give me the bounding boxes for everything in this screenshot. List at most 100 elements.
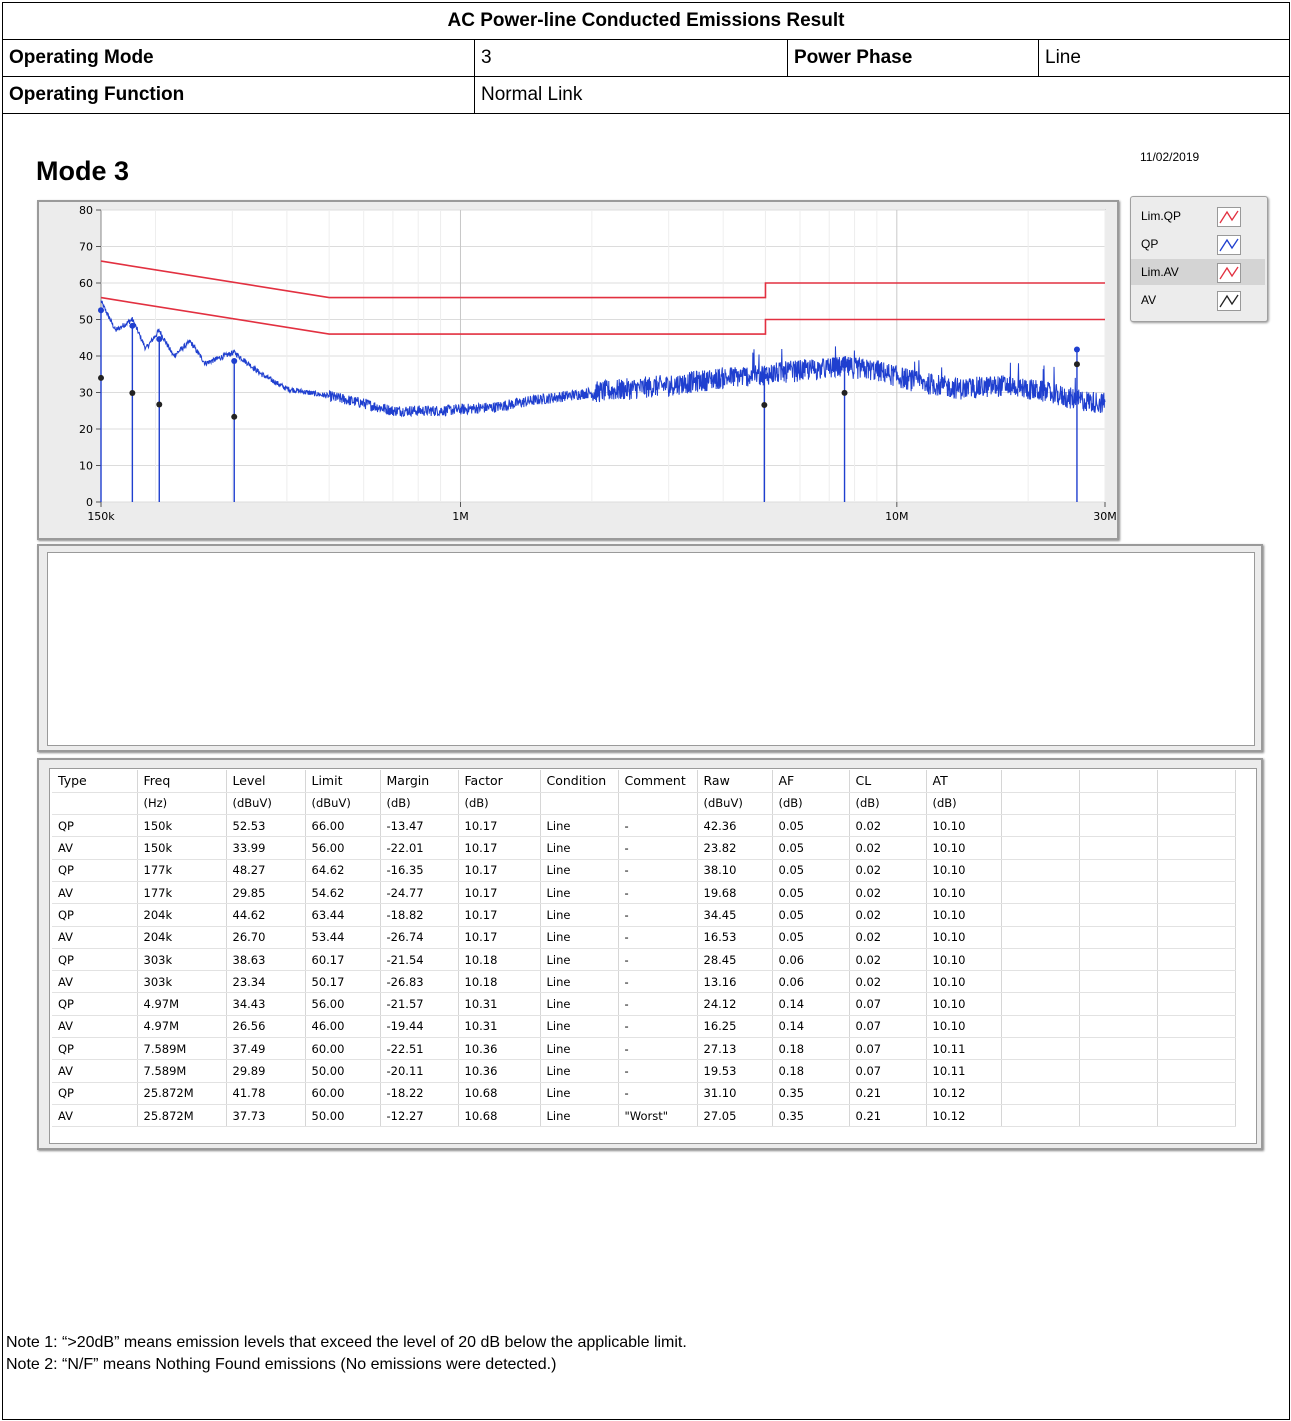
table-cell: 50.00 xyxy=(305,1104,381,1128)
table-cell: 10.17 xyxy=(458,903,541,927)
table-row[interactable]: AV 25.872M 37.73 50.00 -12.27 10.68 Line "Worst… xyxy=(52,1104,1236,1128)
table-cell: 0.06 xyxy=(772,948,850,972)
table-cell: 10.10 xyxy=(926,836,1002,860)
notes: Note 1: “>20dB” means emission levels th… xyxy=(6,1332,687,1376)
table-row[interactable]: QP 303k 38.63 60.17 -21.54 10.18 Line -28.45 0.0… xyxy=(52,948,1236,972)
table-cell: 0.14 xyxy=(772,1015,850,1039)
table-cell: (dBuV) xyxy=(226,792,306,816)
table-cell: 10.68 xyxy=(458,1082,541,1105)
table-row[interactable]: QP 25.872M 41.78 60.00 -18.22 10.68 Line -31.10… xyxy=(52,1082,1236,1105)
table-cell: - xyxy=(618,881,698,905)
table-cell xyxy=(1079,859,1158,882)
y-tick-label: 20 xyxy=(79,423,93,436)
legend-label: QP xyxy=(1141,237,1159,251)
table-cell: 34.45 xyxy=(697,903,773,927)
table-cell: -26.83 xyxy=(380,970,459,994)
table-cell: 10.10 xyxy=(926,814,1002,838)
table-cell: 204k xyxy=(137,926,227,949)
table-cell: 177k xyxy=(137,859,227,882)
table-cell: 63.44 xyxy=(305,903,381,927)
table-cell: 16.53 xyxy=(697,926,773,949)
table-cell: 25.872M xyxy=(137,1104,227,1128)
table-row[interactable]: QP 177k 48.27 64.62 -16.35 10.17 Line -38.10 0.0… xyxy=(52,859,1236,882)
table-cell: 53.44 xyxy=(305,926,381,949)
table-cell xyxy=(1001,836,1080,860)
table-cell xyxy=(1157,1059,1236,1083)
table-cell xyxy=(1001,770,1080,793)
table-cell: 0.35 xyxy=(772,1082,850,1105)
table-cell: -22.51 xyxy=(380,1037,459,1061)
legend-item[interactable]: AV xyxy=(1131,287,1265,313)
legend-item[interactable]: Lim.AV xyxy=(1131,259,1265,285)
table-cell: 0.21 xyxy=(849,1104,927,1128)
table-cell: - xyxy=(618,970,698,994)
table-cell: 0.07 xyxy=(849,992,927,1016)
chart-legend: Lim.QP QP Lim.AV AV xyxy=(1130,196,1268,322)
table-cell: AV xyxy=(52,1104,138,1128)
table-cell: QP xyxy=(52,948,138,972)
table-row[interactable]: QP 7.589M 37.49 60.00 -22.51 10.36 Line -27.13 0… xyxy=(52,1037,1236,1061)
table-cell: 0.02 xyxy=(849,948,927,972)
table-cell: -13.47 xyxy=(380,814,459,838)
table-cell: 52.53 xyxy=(226,814,306,838)
table-units-row[interactable]: (Hz) (dBuV) (dBuV) (dB) (dB) (dBuV) (dB) (dB) (d… xyxy=(52,792,1236,816)
message-panel xyxy=(37,544,1263,752)
av-marker xyxy=(841,389,848,396)
operating-mode-label: Operating Mode xyxy=(2,39,475,77)
table-cell: 0.02 xyxy=(849,926,927,949)
table-cell xyxy=(1001,1104,1080,1128)
graph-date: 11/02/2019 xyxy=(1140,150,1200,164)
table-cell: 0.07 xyxy=(849,1037,927,1061)
table-cell: 303k xyxy=(137,948,227,972)
table-row[interactable]: AV 303k 23.34 50.17 -26.83 10.18 Line -13.16 0.0… xyxy=(52,970,1236,994)
table-cell: 37.73 xyxy=(226,1104,306,1128)
table-cell: -19.44 xyxy=(380,1015,459,1039)
table-cell: 25.872M xyxy=(137,1082,227,1105)
table-cell: 31.10 xyxy=(697,1082,773,1105)
table-cell: 0.18 xyxy=(772,1059,850,1083)
table-row[interactable]: AV 4.97M 26.56 46.00 -19.44 10.31 Line -16.25 0.… xyxy=(52,1015,1236,1039)
limit-av-line xyxy=(100,296,1105,335)
table-cell xyxy=(1001,881,1080,905)
legend-line-icon xyxy=(1217,235,1241,255)
table-cell: 60.17 xyxy=(305,948,381,972)
y-tick-label: 70 xyxy=(79,241,93,254)
table-cell: AV xyxy=(52,926,138,949)
table-header-row[interactable]: Type Freq Level Limit Margin Factor Condition C… xyxy=(52,770,1236,793)
table-cell: -21.54 xyxy=(380,948,459,972)
table-cell xyxy=(1001,903,1080,927)
table-row[interactable]: AV 7.589M 29.89 50.00 -20.11 10.36 Line -19.53 0… xyxy=(52,1059,1236,1083)
table-cell: 10.36 xyxy=(458,1059,541,1083)
av-marker xyxy=(129,390,136,397)
table-cell xyxy=(1079,770,1158,793)
table-cell: 150k xyxy=(137,836,227,860)
table-cell xyxy=(1079,1037,1158,1061)
table-row[interactable]: AV 177k 29.85 54.62 -24.77 10.17 Line -19.68 0.0… xyxy=(52,881,1236,905)
table-cell: Line xyxy=(540,836,619,860)
legend-item[interactable]: QP xyxy=(1131,231,1265,257)
legend-item[interactable]: Lim.QP xyxy=(1131,203,1265,229)
table-cell: 0.07 xyxy=(849,1015,927,1039)
table-cell: 27.13 xyxy=(697,1037,773,1061)
emission-chart[interactable]: 0 10 20 30 40 50 60 70 80 150k 1M 10M 30M xyxy=(39,202,1117,538)
table-cell xyxy=(1001,970,1080,994)
table-cell: Line xyxy=(540,903,619,927)
table-cell xyxy=(1001,992,1080,1016)
table-row[interactable]: AV 150k 33.99 56.00 -22.01 10.17 Line -23.82 0.0… xyxy=(52,836,1236,860)
legend-line-icon xyxy=(1217,291,1241,311)
table-cell: 10.10 xyxy=(926,970,1002,994)
power-phase-value: Line xyxy=(1038,39,1290,77)
table-row[interactable]: QP 150k 52.53 66.00 -13.47 10.17 Line -42.36 0.0… xyxy=(52,814,1236,838)
table-cell: - xyxy=(618,926,698,949)
table-row[interactable]: QP 4.97M 34.43 56.00 -21.57 10.31 Line -24.12 0.… xyxy=(52,992,1236,1016)
message-area[interactable] xyxy=(47,552,1255,746)
table-cell: - xyxy=(618,992,698,1016)
table-row[interactable]: QP 204k 44.62 63.44 -18.82 10.17 Line -34.45 0.0… xyxy=(52,903,1236,927)
x-tick-label: 150k xyxy=(87,510,115,523)
table-cell: 204k xyxy=(137,903,227,927)
table-row[interactable]: AV 204k 26.70 53.44 -26.74 10.17 Line -16.53 0.0… xyxy=(52,926,1236,949)
table-cell: Type xyxy=(52,770,138,793)
table-cell: (Hz) xyxy=(137,792,227,816)
y-tick-label: 80 xyxy=(79,204,93,217)
table-cell: 10.17 xyxy=(458,814,541,838)
